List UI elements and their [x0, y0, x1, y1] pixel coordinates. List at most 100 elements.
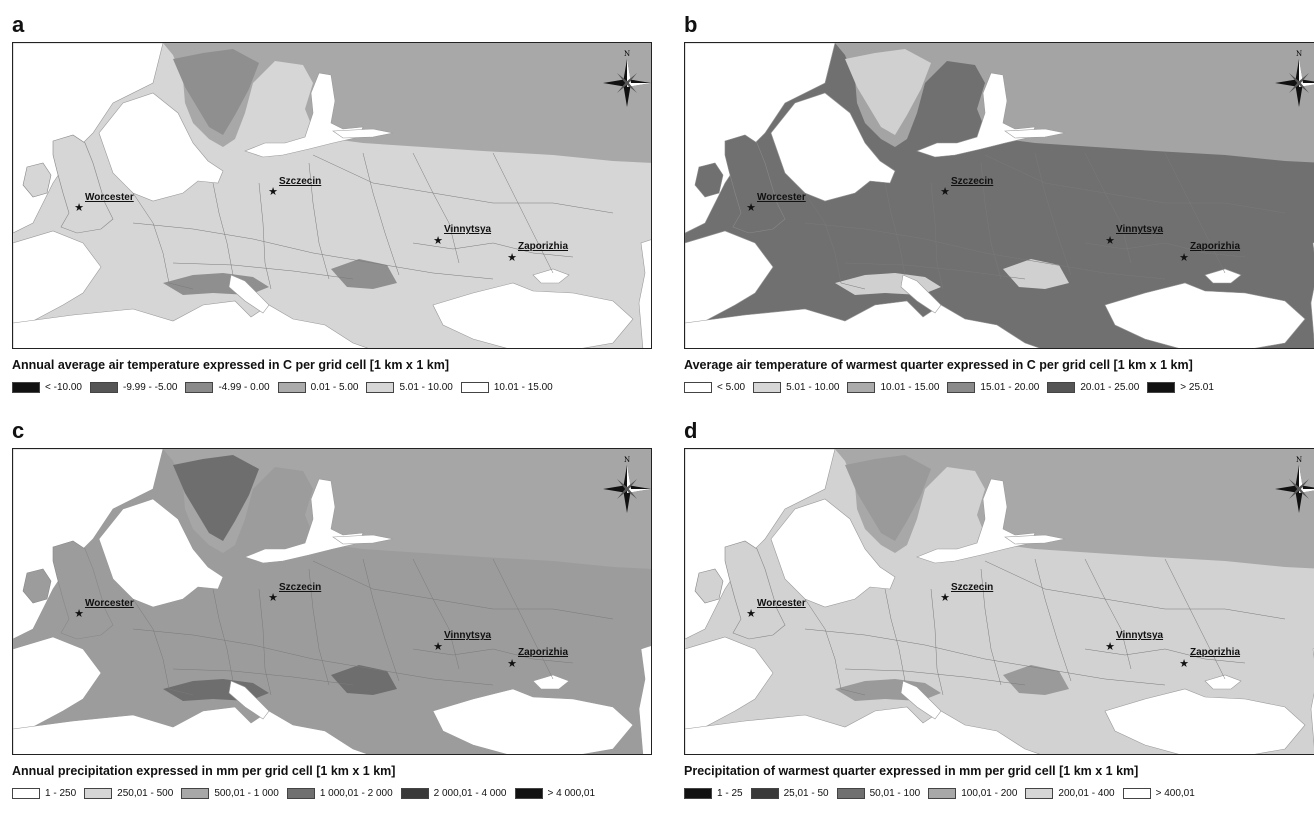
- map-frame[interactable]: ★ Worcester ★ Szczecin ★ Vinnytsya ★ Zaporizhia…: [684, 42, 1314, 349]
- city-label: Vinnytsya: [1116, 630, 1163, 641]
- panel-d: d ★ Worcester ★ Szczecin ★ Vinnytsya ★ Zaporizh…: [684, 418, 1314, 813]
- caspian-water: [638, 239, 651, 348]
- city-label: Worcester: [757, 192, 806, 203]
- carpathians-region: [1003, 259, 1069, 289]
- map-legend: 1 - 250 250,01 - 500 500,01 - 1 000 1 00…: [12, 786, 603, 800]
- azov-water: [532, 268, 570, 284]
- country-border: [1164, 558, 1226, 680]
- map-caption: Average air temperature of warmest quart…: [684, 358, 1193, 372]
- country-border: [1164, 152, 1226, 274]
- map-frame[interactable]: ★ Worcester ★ Szczecin ★ Vinnytsya ★ Zaporizhia…: [12, 42, 652, 349]
- city-marker-star-icon: ★: [1179, 657, 1189, 670]
- legend-label: > 25.01: [1180, 381, 1214, 393]
- legend-swatch: [684, 381, 712, 393]
- adriatic-water: [228, 680, 270, 720]
- legend-item: 2 000,01 - 4 000: [400, 787, 507, 799]
- legend-swatch: [277, 381, 306, 393]
- map-legend: < -10.00 -9.99 - -5.00 -4.99 - 0.00 0.01…: [12, 380, 561, 394]
- legend-swatch: [89, 381, 118, 393]
- city-marker-star-icon: ★: [940, 591, 950, 604]
- compass-rose-icon: N: [1275, 456, 1314, 513]
- legend-swatch: [947, 381, 976, 393]
- legend-item: 1 000,01 - 2 000: [286, 787, 393, 799]
- city-marker-star-icon: ★: [433, 640, 443, 653]
- legend-swatch: [460, 381, 489, 393]
- northsea-water: [98, 92, 224, 202]
- blacksea-water: [432, 282, 634, 348]
- caspian-water: [1310, 242, 1314, 342]
- compass-north-label: N: [1296, 50, 1302, 58]
- compass-north-label: N: [624, 456, 630, 464]
- northern-land-region: [835, 43, 1314, 163]
- panel-letter: a: [12, 12, 25, 37]
- northern-land-region: [835, 449, 1314, 569]
- country-border: [132, 628, 494, 686]
- country-border: [804, 192, 866, 290]
- country-border: [362, 152, 400, 276]
- legend-swatch: [753, 381, 782, 393]
- carpathians-region: [1003, 665, 1069, 695]
- compass-rose-icon: N: [603, 50, 651, 107]
- blacksea-water: [432, 688, 634, 754]
- map-caption: Precipitation of warmest quarter express…: [684, 764, 1139, 778]
- map-frame[interactable]: ★ Worcester ★ Szczecin ★ Vinnytsya ★ Zaporizhia…: [12, 448, 652, 755]
- map-legend: 1 - 25 25,01 - 50 50,01 - 100 100,01 - 2…: [684, 786, 1203, 800]
- map-legend: < 5.00 5.01 - 10.00 10.01 - 15.00 15.01 …: [684, 380, 1222, 394]
- legend-label: 500,01 - 1 000: [214, 787, 279, 799]
- country-border: [884, 588, 906, 682]
- country-border: [1034, 558, 1072, 682]
- legend-item: > 25.01: [1147, 381, 1214, 393]
- city-marker-star-icon: ★: [940, 185, 950, 198]
- country-border: [362, 558, 400, 682]
- northern-land-region: [163, 43, 651, 163]
- city-label: Vinnytsya: [1116, 224, 1163, 235]
- country-border: [1084, 648, 1246, 664]
- legend-item: 10.01 - 15.00: [847, 381, 939, 393]
- caspian-water: [638, 645, 651, 754]
- country-border: [412, 242, 574, 258]
- legend-swatch: [181, 787, 210, 799]
- legend-swatch: [1122, 787, 1151, 799]
- country-border: [132, 192, 194, 290]
- gulf-water: [1004, 128, 1066, 139]
- country-border: [980, 568, 1002, 686]
- country-border: [312, 560, 614, 620]
- northern-land-region: [163, 449, 651, 569]
- ireland-land: [694, 162, 724, 198]
- map-caption: Annual average air temperature expressed…: [12, 358, 449, 372]
- legend-swatch: [12, 381, 40, 393]
- gulf-water: [1004, 534, 1066, 545]
- blacksea-water: [1104, 282, 1306, 348]
- baltic-water: [244, 478, 364, 564]
- country-border: [172, 262, 354, 280]
- compass-north-label: N: [1296, 456, 1302, 464]
- legend-item: -4.99 - 0.00: [185, 381, 270, 393]
- legend-label: 5.01 - 10.00: [786, 381, 840, 393]
- country-border: [844, 668, 1026, 686]
- legend-swatch: [847, 381, 876, 393]
- adriatic-water: [900, 680, 942, 720]
- country-border: [312, 154, 614, 214]
- legend-swatch: [750, 787, 779, 799]
- country-border: [412, 648, 574, 664]
- panel-letter: c: [12, 418, 25, 443]
- city-label: Szczecin: [279, 582, 321, 593]
- ireland-land: [22, 568, 52, 604]
- azov-water: [1204, 674, 1242, 690]
- country-border: [1084, 152, 1132, 264]
- legend-item: 200,01 - 400: [1025, 787, 1115, 799]
- legend-label: 0.01 - 5.00: [310, 381, 359, 393]
- carpathians-region: [331, 259, 397, 289]
- country-border: [804, 222, 1166, 280]
- country-border: [132, 598, 194, 696]
- country-border: [308, 568, 330, 686]
- country-border: [980, 162, 1002, 280]
- map-frame[interactable]: ★ Worcester ★ Szczecin ★ Vinnytsya ★ Zaporizhia…: [684, 448, 1314, 755]
- city-label: Zaporizhia: [1190, 241, 1240, 252]
- legend-swatch: [514, 787, 543, 799]
- legend-label: < -10.00: [45, 381, 82, 393]
- compass-north-label: N: [624, 50, 630, 58]
- legend-label: -9.99 - -5.00: [122, 381, 178, 393]
- panel-a: a ★ Worcester ★ Szczecin ★ Vinnytsya ★ Zaporizh…: [12, 12, 652, 407]
- legend-item: 250,01 - 500: [84, 787, 173, 799]
